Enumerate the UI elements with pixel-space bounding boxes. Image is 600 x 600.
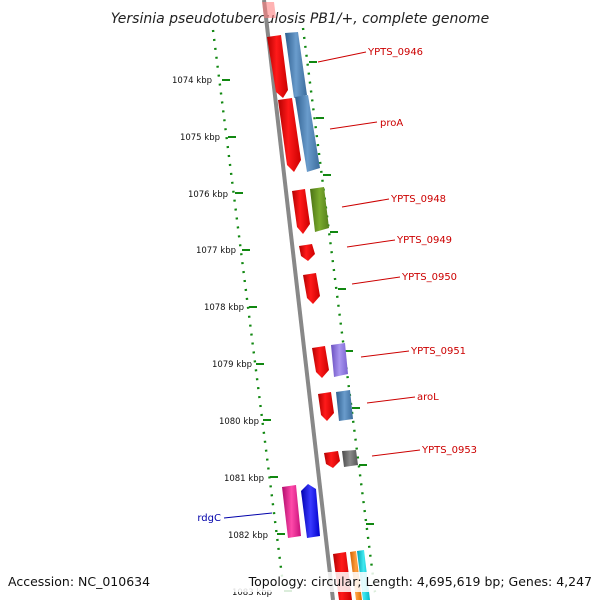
gene-label-proA[interactable]: proA [380,118,403,129]
gene-arrow-YPTS_0949[interactable] [299,244,315,261]
cds-block-YPTS_0951[interactable] [331,343,348,377]
gene-label-YPTS_0953[interactable]: YPTS_0953 [421,445,477,456]
ruler-labels: 1074 kbp 1075 kbp 1076 kbp 1077 kbp 1078… [172,76,272,598]
kbp-label-1074: 1074 kbp [172,76,212,86]
cds-block-proA[interactable] [295,95,320,172]
leader-line [366,396,416,404]
kbp-label-1079: 1079 kbp [212,360,252,370]
leader-line [223,512,273,519]
gene-arrow-rdgC[interactable] [282,485,301,538]
kbp-label-1078: 1078 kbp [204,303,244,313]
leader-line [329,121,378,130]
genome-backbone [262,0,335,600]
kbp-label-1082: 1082 kbp [228,531,268,541]
cds-block-YPTS_0953[interactable] [342,450,358,467]
leader-line [371,449,421,457]
accession-text: Accession: NC_010634 [8,574,150,589]
cds-block-aroL[interactable] [336,390,353,421]
gene-labels: YPTS_0946 proA YPTS_0948 YPTS_0949 YPTS_… [197,47,477,524]
gene-arrow-YPTS_0948[interactable] [292,189,310,234]
gene-label-YPTS_0949[interactable]: YPTS_0949 [396,235,452,246]
kbp-label-1077: 1077 kbp [196,246,236,256]
leader-line [360,350,410,358]
gene-arrow[interactable] [262,2,276,18]
cds-block-YPTS_0946[interactable] [285,32,307,98]
gene-label-rdgC[interactable]: rdgC [197,513,221,524]
gene-arrow-YPTS_0950[interactable] [303,273,320,304]
kbp-label-1081: 1081 kbp [224,474,264,484]
cds-block-rdgC[interactable] [301,484,320,538]
gene-label-YPTS_0950[interactable]: YPTS_0950 [401,272,457,283]
gene-label-aroL[interactable]: aroL [417,392,439,403]
gene-arrow-aroL[interactable] [318,392,334,421]
leader-line [346,239,396,248]
cds-block-YPTS_0948[interactable] [310,187,329,232]
gene-features [262,2,370,600]
leader-line [351,276,401,285]
kbp-label-1083: 1083 kbp [232,588,272,598]
label-leaders [223,51,421,519]
map-title: Yersinia pseudotuberculosis PB1/+, compl… [111,11,489,27]
kbp-label-1080: 1080 kbp [219,417,259,427]
footer-backdrop [0,572,600,592]
leader-line [341,198,390,208]
gene-label-YPTS_0946[interactable]: YPTS_0946 [367,47,423,58]
leader-line [317,51,367,63]
gene-label-YPTS_0951[interactable]: YPTS_0951 [410,346,466,357]
gene-arrow-YPTS_0951[interactable] [312,346,329,378]
gene-arrow-YPTS_0953[interactable] [324,451,340,468]
kbp-label-1075: 1075 kbp [180,133,220,143]
genome-summary-text: Topology: circular; Length: 4,695,619 bp… [248,574,592,589]
gene-arrow-YPTS_0946[interactable] [267,35,288,98]
kbp-label-1076: 1076 kbp [188,190,228,200]
gene-arrow-proA[interactable] [278,98,301,172]
gene-label-YPTS_0948[interactable]: YPTS_0948 [390,194,446,205]
